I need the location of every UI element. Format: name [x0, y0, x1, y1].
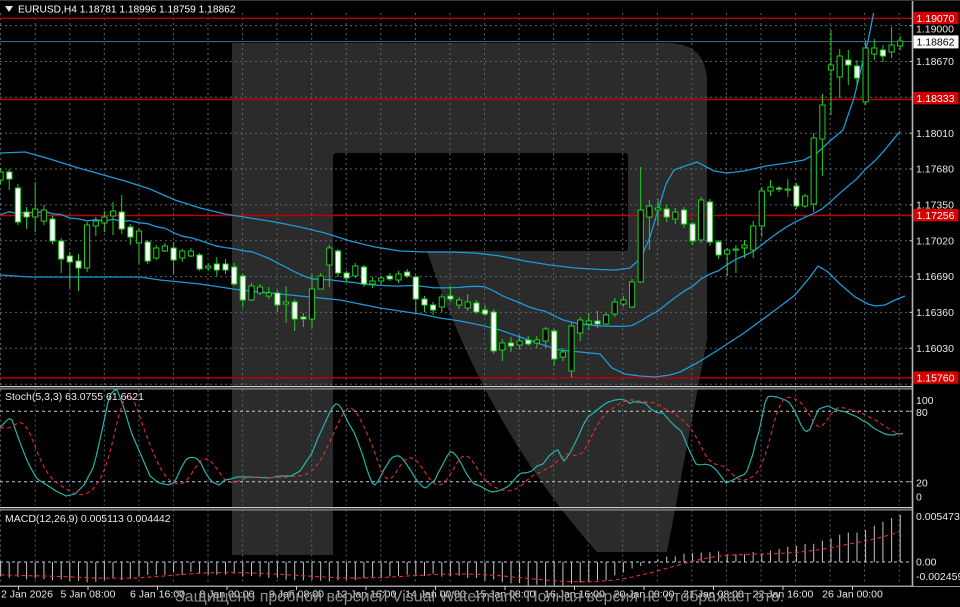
svg-text:1.17256: 1.17256 — [917, 210, 955, 222]
svg-text:1.17350: 1.17350 — [916, 200, 954, 212]
svg-text:21 Jan 08:00: 21 Jan 08:00 — [683, 588, 744, 600]
svg-text:22 Jan 16:00: 22 Jan 16:00 — [753, 588, 814, 600]
svg-text:0: 0 — [916, 491, 922, 503]
svg-text:-0.002459: -0.002459 — [916, 571, 960, 583]
svg-text:12 Jan 16:00: 12 Jan 16:00 — [336, 588, 397, 600]
svg-text:0.005473: 0.005473 — [916, 511, 960, 523]
svg-text:2 Jan 2026: 2 Jan 2026 — [1, 588, 53, 600]
svg-text:EURUSD,H4 1.18781 1.18996 1.: EURUSD,H4 1.18781 1.18996 1.18759 1.1886… — [18, 5, 236, 16]
svg-text:20 Jan 00:00: 20 Jan 00:00 — [614, 588, 675, 600]
svg-text:1.15760: 1.15760 — [917, 372, 955, 384]
svg-text:1.18010: 1.18010 — [916, 128, 954, 140]
svg-text:MACD(12,26,9) 0.005113 0.00444: MACD(12,26,9) 0.005113 0.004442 — [5, 513, 171, 525]
svg-text:1.16360: 1.16360 — [916, 307, 954, 319]
svg-text:1.18333: 1.18333 — [917, 93, 955, 105]
svg-text:1.17020: 1.17020 — [916, 235, 954, 247]
svg-text:6 Jan 16:00: 6 Jan 16:00 — [130, 588, 185, 600]
svg-text:5 Jan 08:00: 5 Jan 08:00 — [61, 588, 116, 600]
svg-text:26 Jan 00:00: 26 Jan 00:00 — [822, 588, 883, 600]
svg-text:80: 80 — [916, 407, 928, 419]
svg-text:1.18670: 1.18670 — [916, 56, 954, 68]
svg-text:1.19070: 1.19070 — [917, 13, 955, 25]
svg-text:1.16030: 1.16030 — [916, 343, 954, 355]
svg-text:Защищено пробной версией Visua: Защищено пробной версией Visual Watermar… — [175, 589, 784, 606]
svg-text:16 Jan 16:00: 16 Jan 16:00 — [544, 588, 605, 600]
svg-text:8 Jan 00:00: 8 Jan 00:00 — [200, 588, 255, 600]
svg-text:1.18862: 1.18862 — [917, 37, 955, 49]
svg-text:15 Jan 08:00: 15 Jan 08:00 — [475, 588, 536, 600]
svg-text:0.00: 0.00 — [916, 557, 937, 569]
svg-text:1.19000: 1.19000 — [916, 23, 954, 35]
svg-text:9 Jan 08:00: 9 Jan 08:00 — [269, 588, 324, 600]
svg-text:1.16690: 1.16690 — [916, 271, 954, 283]
svg-text:1.17680: 1.17680 — [916, 164, 954, 176]
svg-text:100: 100 — [916, 395, 934, 407]
svg-text:14 Jan 00:00: 14 Jan 00:00 — [405, 588, 466, 600]
svg-text:20: 20 — [916, 478, 928, 490]
svg-text:Stoch(5,3,3) 63.0755 61.6621: Stoch(5,3,3) 63.0755 61.6621 — [5, 391, 144, 403]
